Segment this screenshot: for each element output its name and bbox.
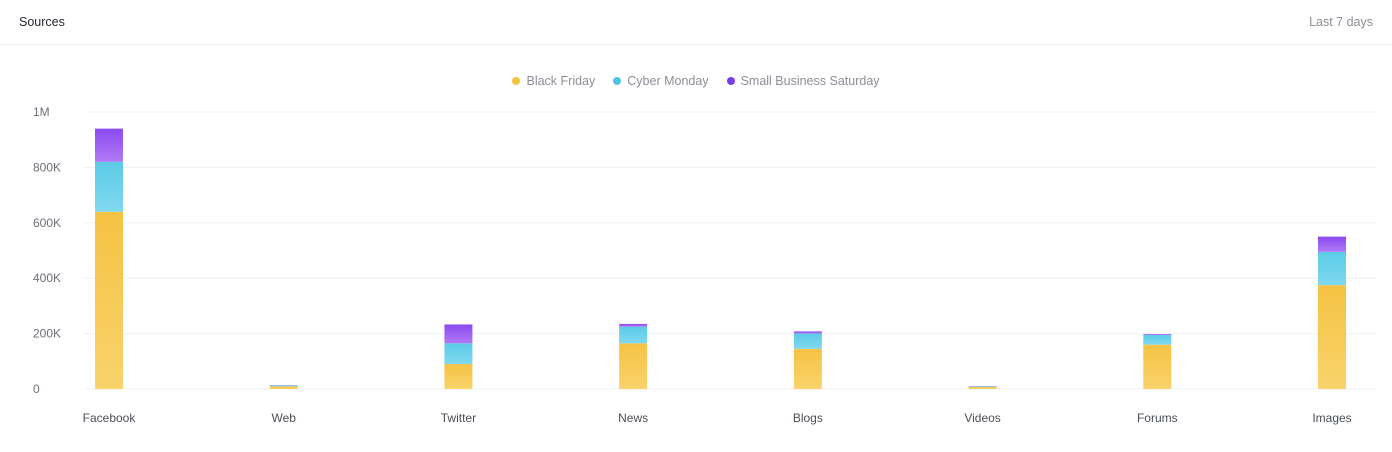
x-tick-label: Twitter bbox=[441, 411, 476, 425]
bar-segment-black-friday[interactable] bbox=[619, 343, 648, 389]
legend-item-cyber-monday[interactable]: Cyber Monday bbox=[613, 74, 709, 88]
legend-dot-small-business-saturday bbox=[726, 77, 735, 85]
legend-label-black-friday: Black Friday bbox=[526, 74, 596, 88]
bar-segment-small-business-saturday[interactable] bbox=[1318, 236, 1346, 252]
y-tick-label: 1M bbox=[33, 105, 50, 119]
bar-segment-black-friday[interactable] bbox=[793, 348, 822, 389]
legend-dot-black-friday bbox=[512, 77, 521, 85]
bar-segment-black-friday[interactable] bbox=[1143, 344, 1172, 389]
bar-segment-black-friday[interactable] bbox=[968, 387, 997, 389]
legend-item-small-business-saturday[interactable]: Small Business Saturday bbox=[726, 74, 880, 88]
bar-segment-small-business-saturday[interactable] bbox=[444, 324, 473, 344]
bar-segment-black-friday[interactable] bbox=[1318, 285, 1346, 389]
legend-item-black-friday[interactable]: Black Friday bbox=[512, 74, 595, 88]
x-tick-label: Videos bbox=[964, 411, 1000, 425]
bar-segment-cyber-monday[interactable] bbox=[1318, 251, 1346, 286]
y-tick-label: 200K bbox=[33, 327, 61, 341]
x-tick-label: News bbox=[618, 411, 648, 425]
legend: Black Friday Cyber Monday Small Business… bbox=[0, 74, 1392, 88]
bar-segment-cyber-monday[interactable] bbox=[619, 326, 648, 344]
x-tick-label: Facebook bbox=[83, 411, 137, 425]
bar-segment-small-business-saturday[interactable] bbox=[95, 128, 123, 162]
bar-segment-cyber-monday[interactable] bbox=[1143, 334, 1172, 345]
x-tick-label: Forums bbox=[1137, 411, 1178, 425]
x-tick-label: Blogs bbox=[793, 411, 823, 425]
bar-layer bbox=[95, 128, 1346, 389]
date-range-label[interactable]: Last 7 days bbox=[1309, 15, 1373, 29]
bar-segment-cyber-monday[interactable] bbox=[95, 161, 123, 212]
x-tick-label: Images bbox=[1312, 411, 1351, 425]
y-tick-label: 400K bbox=[33, 271, 61, 285]
legend-label-small-business-saturday: Small Business Saturday bbox=[740, 74, 880, 88]
x-tick-label: Web bbox=[271, 411, 296, 425]
bar-segment-black-friday[interactable] bbox=[444, 364, 473, 389]
chart-title: Sources bbox=[19, 15, 65, 29]
y-tick-label: 0 bbox=[33, 382, 40, 396]
bar-segment-black-friday[interactable] bbox=[95, 211, 123, 389]
grid-layer: 0 200K 400K 600K 800K 1M bbox=[33, 105, 1376, 396]
y-tick-label: 800K bbox=[33, 160, 61, 174]
label-layer: Facebook Web Twitter News Blogs Videos Forums I… bbox=[83, 411, 1352, 425]
bar-segment-small-business-saturday[interactable] bbox=[793, 331, 822, 334]
legend-dot-cyber-monday bbox=[613, 77, 622, 85]
bar-segment-black-friday[interactable] bbox=[269, 386, 298, 389]
y-tick-label: 600K bbox=[33, 216, 61, 230]
bar-segment-cyber-monday[interactable] bbox=[269, 385, 298, 387]
chart-header: Sources Last 7 days bbox=[0, 0, 1392, 45]
bar-segment-cyber-monday[interactable] bbox=[793, 333, 822, 349]
legend-label-cyber-monday: Cyber Monday bbox=[627, 74, 709, 88]
bar-segment-cyber-monday[interactable] bbox=[444, 343, 473, 365]
bar-segment-small-business-saturday[interactable] bbox=[619, 323, 648, 327]
bar-segment-small-business-saturday[interactable] bbox=[1143, 334, 1172, 335]
bar-segment-cyber-monday[interactable] bbox=[968, 386, 997, 388]
